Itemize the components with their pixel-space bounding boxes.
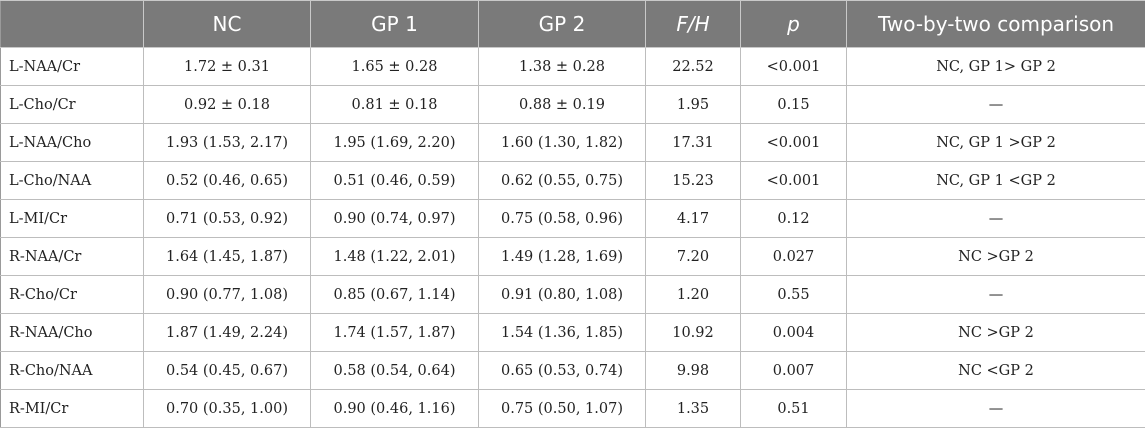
comparison-value-cell: — bbox=[846, 389, 1145, 428]
header-row: NC GP 1 GP 2 F/H p Two-by-two comparison bbox=[0, 0, 1145, 48]
row-label-cell: L-NAA/Cr bbox=[0, 47, 144, 86]
f-h-value-cell: 1.20 bbox=[645, 275, 741, 314]
row-label-cell: R-Cho/NAA bbox=[0, 351, 144, 390]
nc-value-cell: 1.72 ± 0.31 bbox=[143, 47, 311, 86]
nc-value-cell: 1.87 (1.49, 2.24) bbox=[143, 313, 311, 352]
p-value-cell: <0.001 bbox=[740, 47, 847, 86]
table-row: R-Cho/Cr 0.90 (0.77, 1.08) 0.85 (0.67, 1.1… bbox=[0, 275, 1145, 314]
p-value-cell: 0.51 bbox=[740, 389, 847, 428]
row-label-cell: R-NAA/Cho bbox=[0, 313, 144, 352]
gp2-value-cell: 0.62 (0.55, 0.75) bbox=[478, 161, 646, 200]
f-h-value-cell: 22.52 bbox=[645, 47, 741, 86]
gp1-value-cell: 1.74 (1.57, 1.87) bbox=[310, 313, 479, 352]
gp1-value-cell: 1.95 (1.69, 2.20) bbox=[310, 123, 479, 162]
f-h-value-cell: 1.95 bbox=[645, 85, 741, 124]
comparison-value-cell: NC, GP 1 >GP 2 bbox=[846, 123, 1145, 162]
table-row: L-NAA/Cho 1.93 (1.53, 2.17) 1.95 (1.69, 2.… bbox=[0, 123, 1145, 162]
gp2-value-cell: 0.91 (0.80, 1.08) bbox=[478, 275, 646, 314]
p-value-cell: 0.007 bbox=[740, 351, 847, 390]
gp1-value-cell: 1.65 ± 0.28 bbox=[310, 47, 479, 86]
f-h-value-cell: 1.35 bbox=[645, 389, 741, 428]
gp2-value-cell: 0.65 (0.53, 0.74) bbox=[478, 351, 646, 390]
comparison-value-cell: NC >GP 2 bbox=[846, 237, 1145, 276]
p-value-cell: 0.12 bbox=[740, 199, 847, 238]
gp1-value-cell: 0.51 (0.46, 0.59) bbox=[310, 161, 479, 200]
nc-value-cell: 0.71 (0.53, 0.92) bbox=[143, 199, 311, 238]
header-cell-gp1: GP 1 bbox=[310, 0, 479, 48]
f-h-value-cell: 17.31 bbox=[645, 123, 741, 162]
header-cell-f-h: F/H bbox=[645, 0, 741, 48]
comparison-value-cell: NC <GP 2 bbox=[846, 351, 1145, 390]
gp2-value-cell: 1.38 ± 0.28 bbox=[478, 47, 646, 86]
header-cell-comparison: Two-by-two comparison bbox=[846, 0, 1145, 48]
gp1-value-cell: 0.90 (0.46, 1.16) bbox=[310, 389, 479, 428]
f-h-value-cell: 15.23 bbox=[645, 161, 741, 200]
gp1-value-cell: 0.81 ± 0.18 bbox=[310, 85, 479, 124]
row-label-cell: R-Cho/Cr bbox=[0, 275, 144, 314]
gp2-value-cell: 0.75 (0.58, 0.96) bbox=[478, 199, 646, 238]
table-row: R-NAA/Cho 1.87 (1.49, 2.24) 1.74 (1.57, 1.… bbox=[0, 313, 1145, 352]
gp1-value-cell: 0.58 (0.54, 0.64) bbox=[310, 351, 479, 390]
nc-value-cell: 0.92 ± 0.18 bbox=[143, 85, 311, 124]
comparison-value-cell: NC >GP 2 bbox=[846, 313, 1145, 352]
f-h-value-cell: 9.98 bbox=[645, 351, 741, 390]
p-value-cell: <0.001 bbox=[740, 123, 847, 162]
f-h-value-cell: 4.17 bbox=[645, 199, 741, 238]
row-label-cell: R-NAA/Cr bbox=[0, 237, 144, 276]
row-label-cell: R-MI/Cr bbox=[0, 389, 144, 428]
table-row: R-Cho/NAA 0.54 (0.45, 0.67) 0.58 (0.54, 0.… bbox=[0, 351, 1145, 390]
gp2-value-cell: 0.88 ± 0.19 bbox=[478, 85, 646, 124]
table-body: L-NAA/Cr 1.72 ± 0.31 1.65 ± 0.28 1.38 ± 0.2… bbox=[0, 47, 1145, 428]
header-cell-label bbox=[0, 0, 144, 48]
p-value-cell: 0.15 bbox=[740, 85, 847, 124]
comparison-value-cell: NC, GP 1> GP 2 bbox=[846, 47, 1145, 86]
header-cell-nc: NC bbox=[143, 0, 311, 48]
row-label-cell: L-Cho/Cr bbox=[0, 85, 144, 124]
table-row: L-Cho/NAA 0.52 (0.46, 0.65) 0.51 (0.46, 0.… bbox=[0, 161, 1145, 200]
p-value-cell: 0.55 bbox=[740, 275, 847, 314]
p-value-cell: 0.004 bbox=[740, 313, 847, 352]
nc-value-cell: 0.54 (0.45, 0.67) bbox=[143, 351, 311, 390]
gp1-value-cell: 1.48 (1.22, 2.01) bbox=[310, 237, 479, 276]
gp2-value-cell: 1.60 (1.30, 1.82) bbox=[478, 123, 646, 162]
f-h-value-cell: 7.20 bbox=[645, 237, 741, 276]
comparison-value-cell: — bbox=[846, 85, 1145, 124]
row-label-cell: L-Cho/NAA bbox=[0, 161, 144, 200]
comparison-value-cell: — bbox=[846, 275, 1145, 314]
p-value-cell: <0.001 bbox=[740, 161, 847, 200]
table-row: L-Cho/Cr 0.92 ± 0.18 0.81 ± 0.18 0.88 ± 0.1… bbox=[0, 85, 1145, 124]
gp2-value-cell: 1.54 (1.36, 1.85) bbox=[478, 313, 646, 352]
gp2-value-cell: 1.49 (1.28, 1.69) bbox=[478, 237, 646, 276]
f-h-value-cell: 10.92 bbox=[645, 313, 741, 352]
nc-value-cell: 0.52 (0.46, 0.65) bbox=[143, 161, 311, 200]
table-row: R-MI/Cr 0.70 (0.35, 1.00) 0.90 (0.46, 1.16… bbox=[0, 389, 1145, 428]
p-value-cell: 0.027 bbox=[740, 237, 847, 276]
gp1-value-cell: 0.90 (0.74, 0.97) bbox=[310, 199, 479, 238]
nc-value-cell: 0.90 (0.77, 1.08) bbox=[143, 275, 311, 314]
table-row: R-NAA/Cr 1.64 (1.45, 1.87) 1.48 (1.22, 2.0… bbox=[0, 237, 1145, 276]
row-label-cell: L-MI/Cr bbox=[0, 199, 144, 238]
nc-value-cell: 0.70 (0.35, 1.00) bbox=[143, 389, 311, 428]
table-row: L-MI/Cr 0.71 (0.53, 0.92) 0.90 (0.74, 0.97… bbox=[0, 199, 1145, 238]
header-cell-gp2: GP 2 bbox=[478, 0, 646, 48]
comparison-value-cell: — bbox=[846, 199, 1145, 238]
table-row: L-NAA/Cr 1.72 ± 0.31 1.65 ± 0.28 1.38 ± 0.2… bbox=[0, 47, 1145, 86]
comparison-value-cell: NC, GP 1 <GP 2 bbox=[846, 161, 1145, 200]
gp2-value-cell: 0.75 (0.50, 1.07) bbox=[478, 389, 646, 428]
header-cell-p: p bbox=[740, 0, 847, 48]
nc-value-cell: 1.64 (1.45, 1.87) bbox=[143, 237, 311, 276]
gp1-value-cell: 0.85 (0.67, 1.14) bbox=[310, 275, 479, 314]
nc-value-cell: 1.93 (1.53, 2.17) bbox=[143, 123, 311, 162]
row-label-cell: L-NAA/Cho bbox=[0, 123, 144, 162]
